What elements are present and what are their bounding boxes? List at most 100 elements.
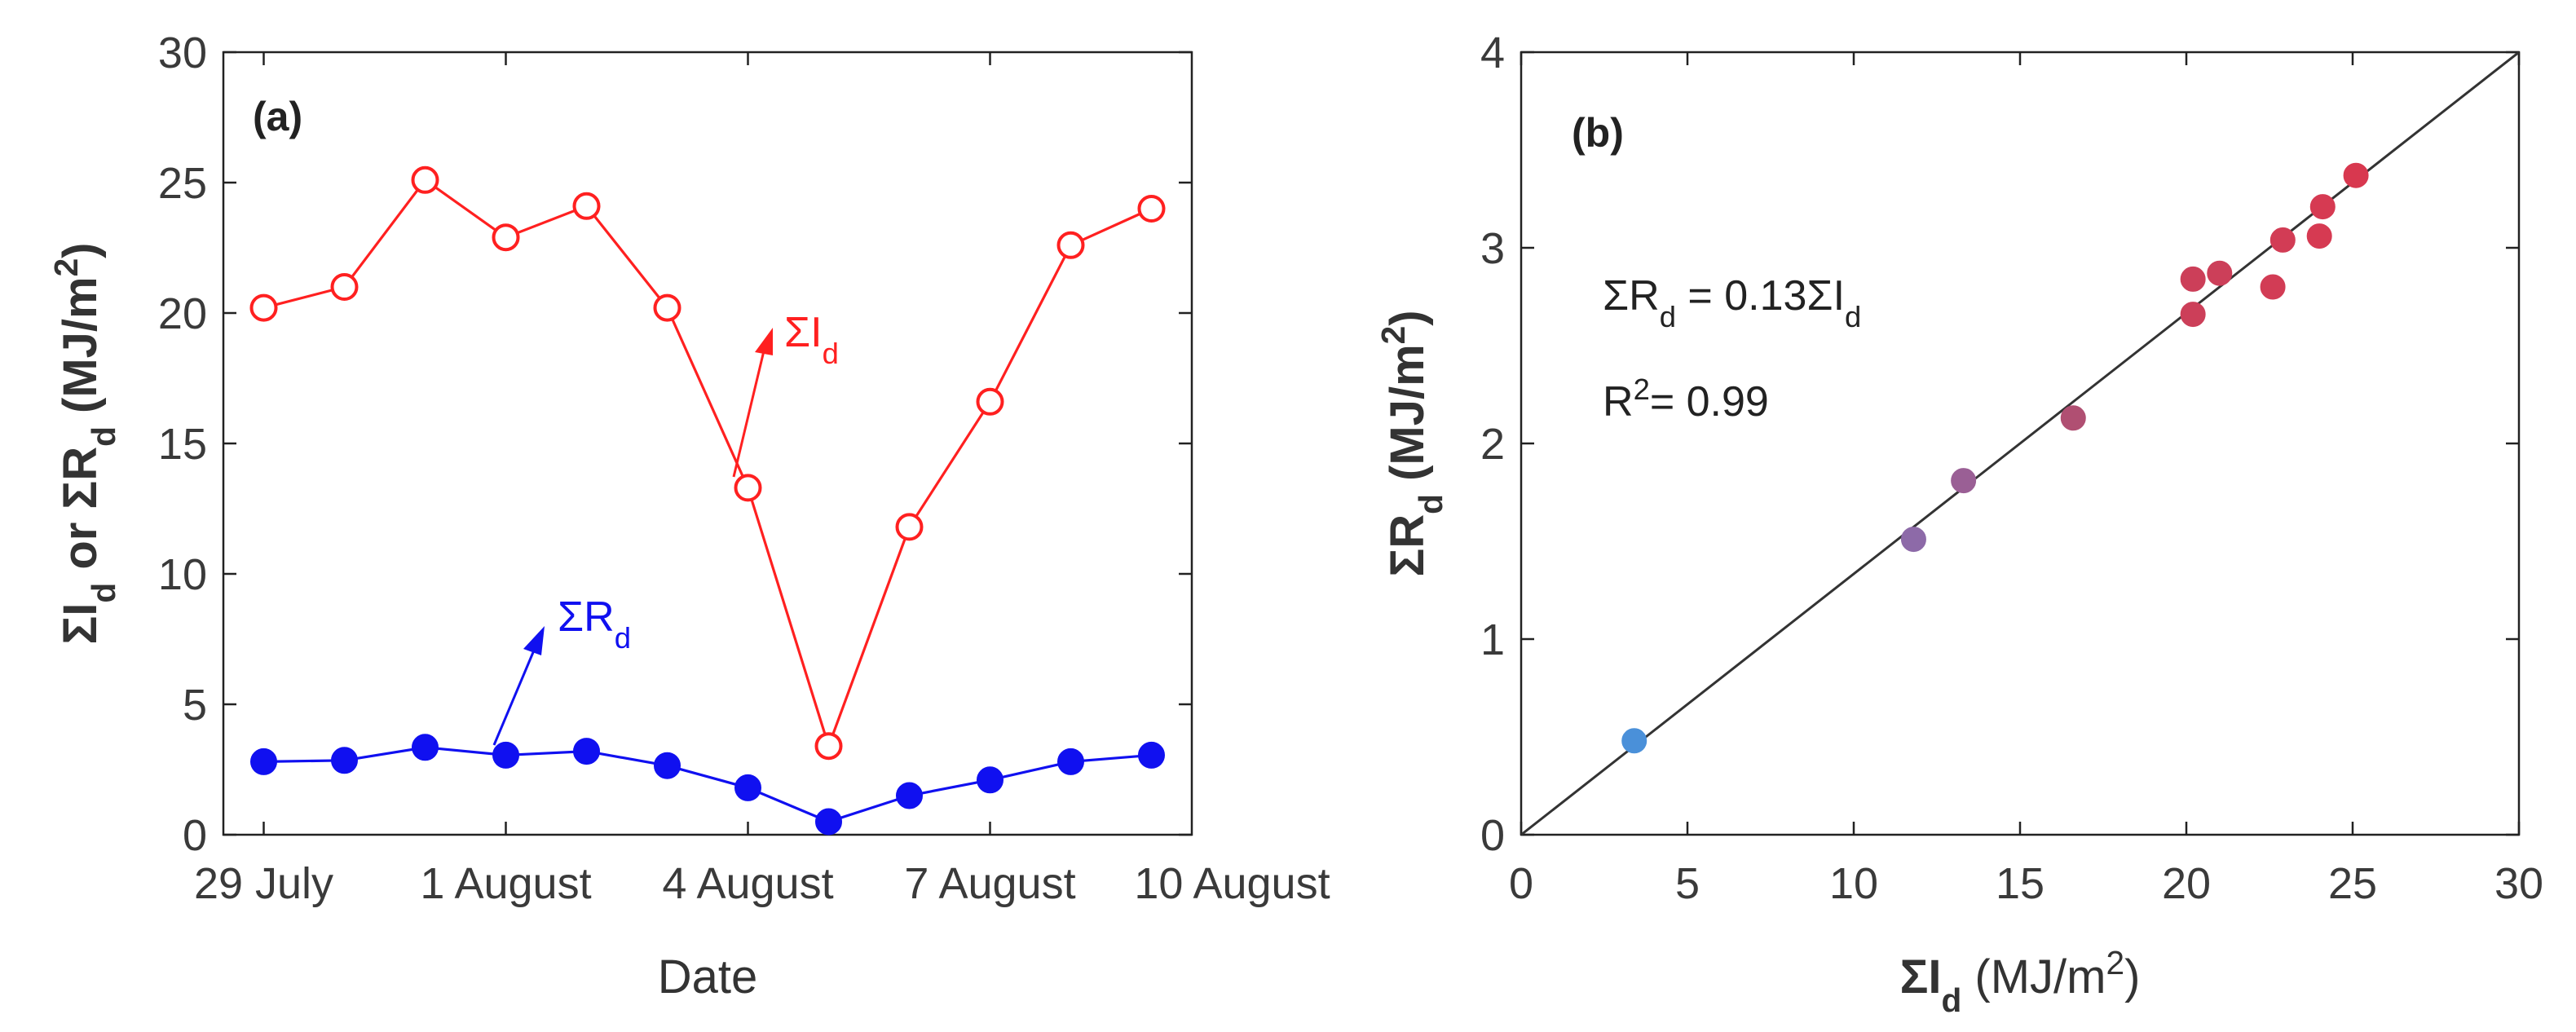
text-part: d: [85, 426, 122, 447]
text-part: ΣR: [558, 593, 615, 641]
sigma-id-arrow: [732, 340, 768, 478]
scatter-point: [2060, 405, 2086, 431]
sigma-rd-point: [1057, 748, 1084, 775]
panel-a-markers: [249, 165, 1166, 836]
r-squared: R2= 0.99: [1603, 373, 1769, 426]
text-part: ΣR: [54, 447, 107, 509]
text-part: ΣR: [1381, 514, 1434, 577]
sigma-id-point: [411, 165, 439, 194]
b-y-tick-label: 3: [1480, 224, 1505, 273]
a-x-tick-label: 10 August: [1134, 859, 1330, 908]
scatter-point: [2180, 266, 2206, 292]
panel-b-x-axis-title: ΣId (MJ/m2): [1900, 944, 2141, 1019]
text-part: d: [1845, 300, 1861, 333]
sigma-rd-point: [896, 782, 923, 809]
sigma-id-point: [814, 732, 843, 761]
panel-a: 0 5 10 15 20 25 30 29 July 1 August 4 August 7 Aug…: [47, 29, 1330, 1003]
b-x-tick-label: 15: [1996, 859, 2044, 908]
scatter-point: [2343, 162, 2369, 188]
panel-b-label: (b): [1572, 110, 1624, 156]
sigma-rd-point: [250, 748, 277, 775]
scatter-point: [2306, 223, 2332, 249]
panel-a-lines: [263, 178, 1153, 823]
text-part: 2: [1634, 373, 1650, 406]
panel-b-points: [1621, 162, 2369, 754]
sigma-id-point: [492, 223, 520, 252]
scatter-point: [2180, 302, 2206, 328]
text-part: (MJ/m: [1381, 344, 1434, 494]
sigma-rd-point: [492, 741, 519, 769]
scatter-point: [2309, 194, 2336, 220]
scatter-point: [2269, 227, 2296, 253]
panel-b-fit: [1520, 51, 2520, 836]
sigma-id-annotation: ΣId: [732, 309, 839, 478]
sigma-rd-point: [977, 766, 1003, 794]
text-part: (MJ/m: [1961, 950, 2106, 1003]
panel-a-y-axis-title: ΣId or ΣRd (MJ/m2): [47, 242, 122, 644]
text-part: ): [54, 242, 107, 258]
a-y-tick-label: 10: [158, 550, 207, 599]
b-x-tick-label: 5: [1675, 859, 1700, 908]
series-line-sigma-id: [263, 178, 1153, 751]
sigma-rd-point: [412, 734, 439, 761]
fit-line: [1520, 51, 2520, 836]
sigma-rd-point: [1138, 741, 1165, 769]
text-part: = 0.99: [1650, 378, 1769, 426]
text-part: d: [823, 337, 839, 370]
text-part: d: [1942, 981, 1962, 1019]
panel-a-frame: [222, 51, 1193, 836]
scatter-point: [2207, 260, 2233, 286]
b-x-tick-label: 25: [2328, 859, 2377, 908]
fit-equation: ΣRd = 0.13ΣId: [1603, 272, 1861, 333]
text-part: d: [1660, 300, 1676, 333]
text-part: = 0.13ΣI: [1676, 272, 1845, 320]
sigma-id-point: [572, 192, 601, 220]
b-x-tick-label: 0: [1509, 859, 1533, 908]
sigma-id-point: [895, 513, 924, 541]
text-part: ΣI: [1900, 950, 1942, 1003]
sigma-id-label: ΣId: [784, 309, 839, 370]
text-part: d: [85, 583, 122, 603]
text-part: (MJ/m: [54, 276, 107, 426]
sigma-rd-point: [654, 752, 681, 779]
sigma-rd-label: ΣRd: [558, 593, 631, 655]
b-y-tick-label: 4: [1480, 29, 1505, 77]
sigma-id-point: [1137, 195, 1166, 223]
sigma-id-point: [653, 293, 681, 322]
sigma-id-point: [1056, 231, 1085, 259]
sigma-id-point: [734, 474, 762, 502]
text-part: 2: [1374, 326, 1412, 345]
text-part: ): [2124, 950, 2140, 1003]
panel-a-ticks: 0 5 10 15 20 25 30 29 July 1 August 4 August 7 Aug…: [158, 29, 1330, 908]
b-x-tick-label: 10: [1829, 859, 1878, 908]
sigma-rd-point: [331, 747, 358, 774]
a-x-tick-label: 29 July: [194, 859, 333, 908]
sigma-id-point: [330, 273, 359, 301]
panel-a-label: (a): [253, 94, 302, 139]
b-x-tick-label: 20: [2162, 859, 2211, 908]
sigma-rd-point: [573, 738, 600, 765]
text-part: d: [1412, 494, 1449, 514]
text-part: R: [1603, 378, 1634, 426]
a-x-tick-label: 4 August: [662, 859, 833, 908]
scatter-point: [2260, 274, 2286, 300]
text-part: ΣI: [784, 309, 823, 356]
sigma-rd-point: [734, 774, 761, 801]
b-x-tick-label: 30: [2494, 859, 2543, 908]
text-part: 2: [2106, 944, 2124, 981]
a-y-tick-label: 0: [183, 811, 207, 860]
text-part: ΣR: [1603, 272, 1660, 320]
series-line-sigma-rd: [263, 746, 1152, 823]
panel-b-y-axis-title: ΣRd (MJ/m2): [1374, 310, 1449, 576]
panel-b-ticks: 0 1 2 3 4 0 5 10 15 20 25 30: [1480, 29, 2543, 908]
scatter-point: [1900, 527, 1926, 553]
scatter-point: [1951, 468, 1977, 494]
text-part: or: [54, 509, 107, 583]
panel-a-x-axis-title: Date: [658, 950, 758, 1003]
b-y-tick-label: 1: [1480, 615, 1505, 664]
scatter-point: [1621, 728, 1647, 754]
sigma-id-arrowhead: [755, 328, 773, 355]
text-part: 2: [47, 258, 85, 277]
